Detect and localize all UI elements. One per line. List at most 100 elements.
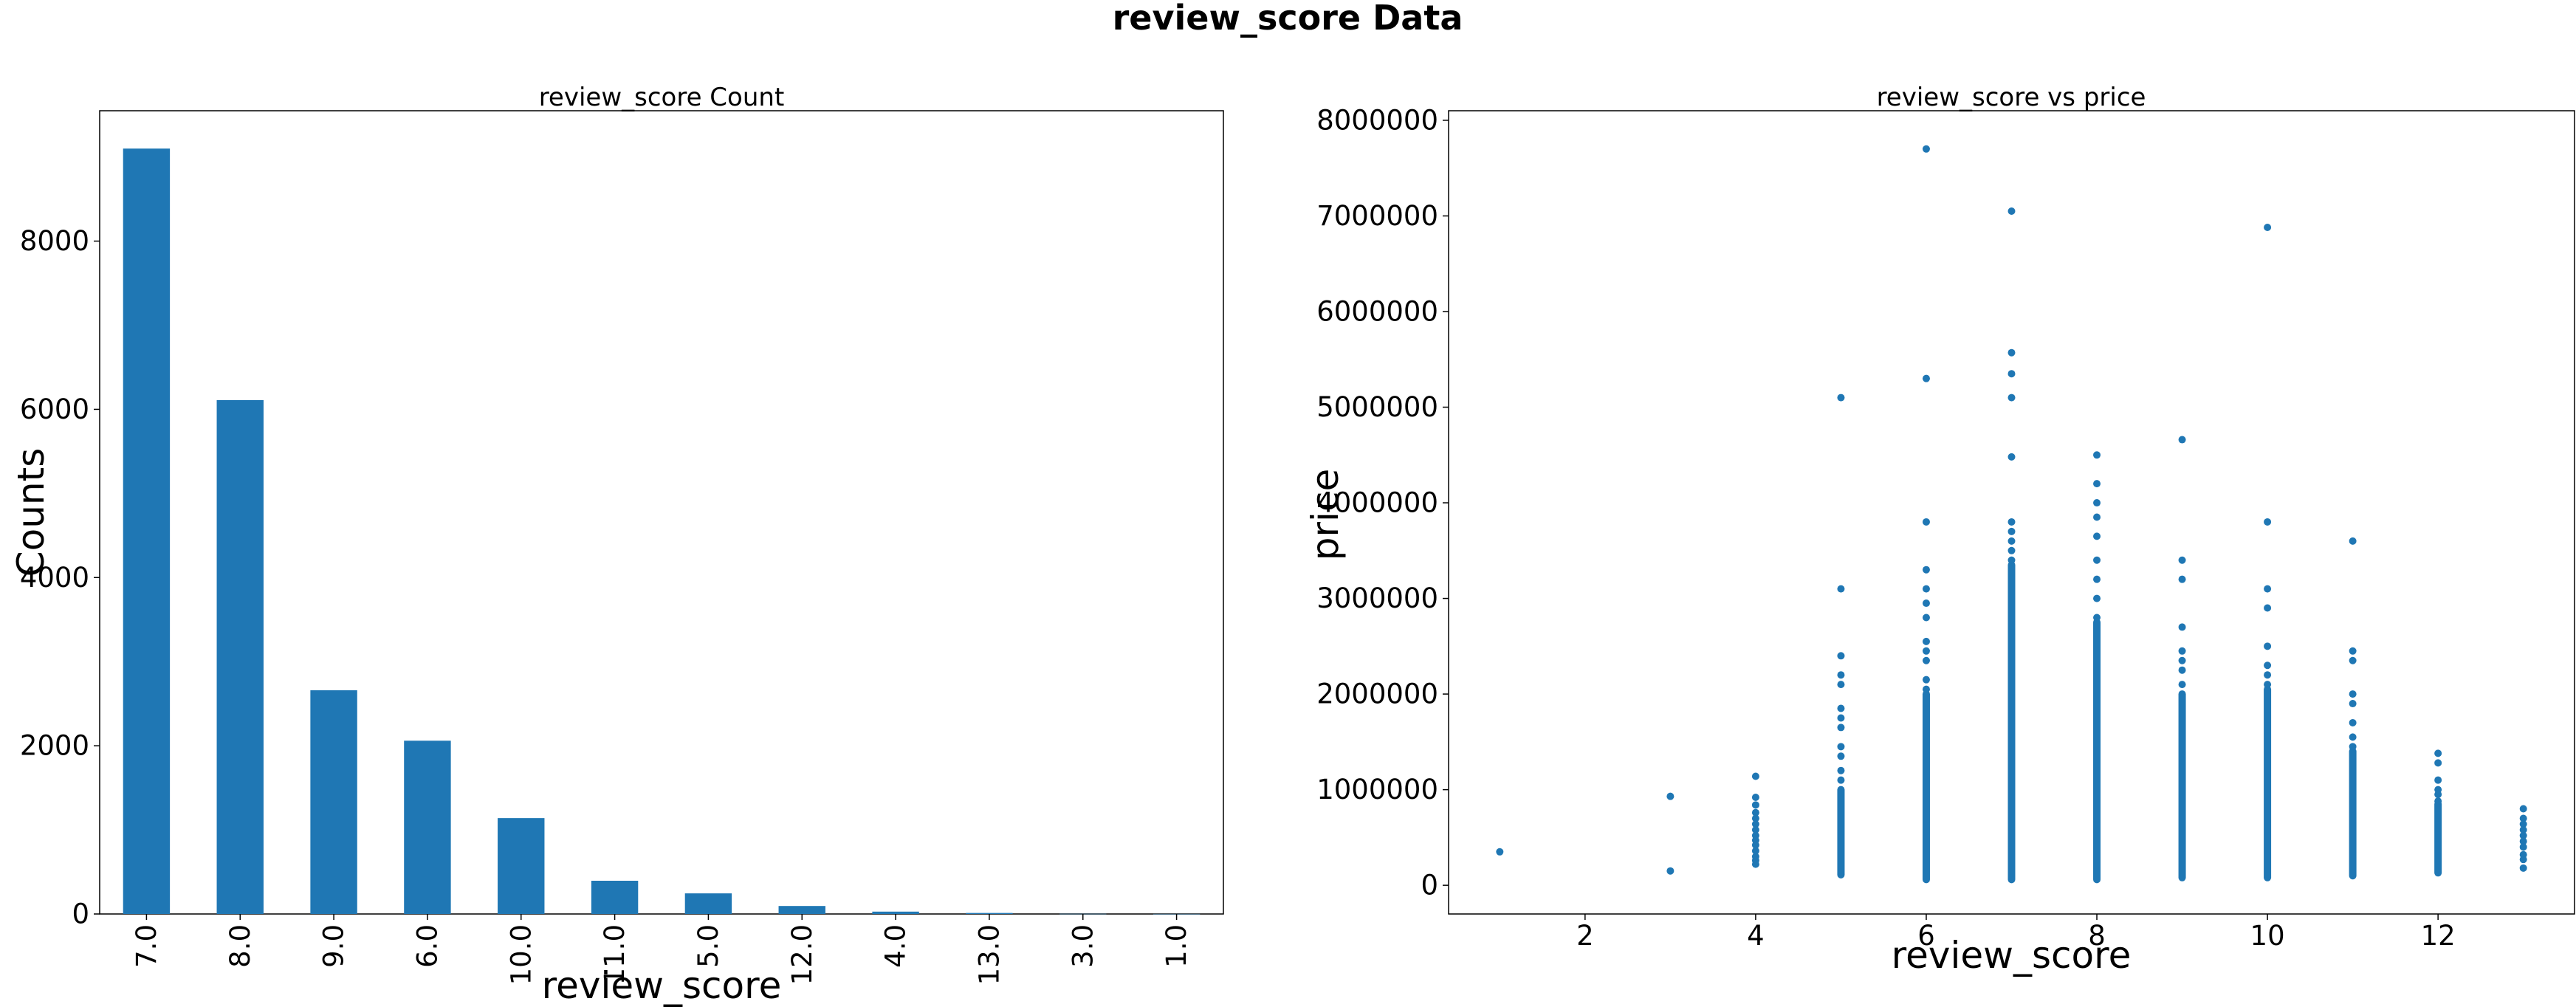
bar-y-ticks: 0 2000 4000 6000 8000	[20, 225, 100, 930]
scatter-point	[1922, 656, 1930, 664]
scatter-point	[2093, 614, 2101, 622]
scatter-point	[2007, 518, 2016, 526]
bar-chart-ylabel: Counts	[10, 448, 52, 577]
scatter-point-column	[1922, 690, 1930, 884]
scatter-point	[1751, 772, 1759, 780]
scatter-x-tick-label: 10	[2250, 920, 2285, 952]
bar-chart-title: review_score Count	[539, 83, 785, 112]
scatter-point	[2178, 575, 2186, 583]
scatter-point	[2264, 681, 2272, 689]
scatter-x-ticks: 2 4 6 8 10 12	[1576, 914, 2456, 952]
scatter-point	[2007, 393, 2016, 402]
scatter-point	[2093, 451, 2101, 459]
bar-y-tick-label: 0	[72, 898, 89, 930]
scatter-chart-frame	[1448, 110, 2575, 915]
bar-x-tick-label: 4.0	[880, 924, 912, 968]
scatter-point	[2178, 623, 2186, 631]
scatter-y-ticks: 0 1000000 2000000 3000000 4000000 5000000 6000…	[1316, 104, 1449, 901]
scatter-point	[2519, 837, 2527, 845]
scatter-point	[1751, 793, 1759, 801]
bar	[123, 148, 171, 915]
scatter-point	[1751, 826, 1759, 834]
scatter-point	[1922, 518, 1930, 526]
scatter-point	[1837, 776, 1845, 784]
scatter-point	[1751, 801, 1759, 809]
bar-bars	[123, 148, 1201, 915]
scatter-point-column	[2007, 561, 2016, 884]
scatter-x-tick-label: 12	[2421, 920, 2456, 952]
scatter-point	[2264, 661, 2272, 670]
bar-chart: review_score Count 0 2000 4000 6000 8000 7.0…	[10, 83, 1224, 1007]
bar-chart-frame	[99, 110, 1224, 915]
scatter-point	[1751, 814, 1759, 822]
scatter-point	[1922, 566, 1930, 574]
scatter-point	[2007, 207, 2016, 215]
scatter-point-column	[1837, 786, 1845, 879]
scatter-y-tick-label: 1000000	[1316, 774, 1438, 805]
scatter-point	[1751, 860, 1759, 868]
scatter-point	[1751, 847, 1759, 855]
scatter-point	[2093, 513, 2101, 521]
bar-x-tick-label: 12.0	[786, 924, 818, 985]
bar-x-tick-label: 9.0	[318, 924, 350, 968]
scatter-point	[2264, 518, 2272, 526]
scatter-x-tick-label: 4	[1747, 920, 1765, 952]
scatter-point	[1837, 671, 1845, 679]
scatter-point	[2349, 690, 2357, 698]
scatter-point	[2007, 370, 2016, 378]
scatter-point	[2519, 831, 2527, 839]
scatter-y-tick-label: 3000000	[1316, 582, 1438, 614]
scatter-point	[2519, 843, 2527, 851]
scatter-point-column	[2093, 618, 2101, 884]
scatter-point	[2093, 480, 2101, 488]
scatter-point	[1666, 792, 1675, 800]
scatter-point	[1751, 841, 1759, 849]
scatter-point	[1751, 808, 1759, 817]
scatter-point	[2178, 666, 2186, 674]
scatter-point-column	[2178, 690, 2186, 881]
scatter-y-tick-label: 2000000	[1316, 678, 1438, 710]
bar	[872, 911, 919, 914]
bar	[310, 690, 357, 914]
scatter-point	[1837, 743, 1845, 751]
scatter-point	[2434, 776, 2442, 784]
bar-y-tick-label: 4000	[20, 562, 89, 594]
scatter-point	[1666, 867, 1675, 875]
scatter-point	[1837, 766, 1845, 774]
scatter-point	[2178, 556, 2186, 564]
scatter-x-tick-label: 2	[1576, 920, 1594, 952]
bar-y-tick-label: 6000	[20, 393, 89, 425]
scatter-point	[2007, 453, 2016, 461]
scatter-point	[2093, 556, 2101, 564]
bar-x-tick-label: 11.0	[599, 924, 631, 985]
scatter-chart-title: review_score vs price	[1877, 83, 2146, 112]
bar-x-tick-label: 6.0	[411, 924, 443, 968]
scatter-point	[2178, 436, 2186, 444]
scatter-point	[2264, 604, 2272, 612]
scatter-point	[2349, 647, 2357, 655]
bar-x-ticks: 7.0 8.0 9.0 6.0 10.0 11.0 5.0 12.0 4.0 13.0 3.0 1.0	[131, 914, 1192, 985]
scatter-chart-xlabel: review_score	[1892, 934, 2132, 977]
bar	[684, 893, 732, 914]
scatter-x-tick-label: 8	[2088, 920, 2106, 952]
scatter-point	[1922, 676, 1930, 684]
scatter-y-tick-label: 5000000	[1316, 391, 1438, 423]
scatter-point	[2349, 743, 2357, 751]
scatter-point	[2007, 556, 2016, 564]
scatter-y-tick-label: 0	[1421, 870, 1438, 901]
scatter-point	[1922, 145, 1930, 153]
scatter-point	[1837, 585, 1845, 593]
scatter-point	[2007, 527, 2016, 535]
scatter-y-tick-label: 8000000	[1316, 104, 1438, 136]
scatter-point	[2264, 671, 2272, 679]
scatter-point	[2178, 656, 2186, 664]
scatter-point	[1837, 714, 1845, 722]
scatter-point	[2093, 532, 2101, 540]
bar	[216, 399, 264, 914]
scatter-point	[2349, 733, 2357, 741]
scatter-point	[1837, 681, 1845, 689]
figure-title: review_score Data	[1113, 0, 1463, 38]
scatter-point	[1922, 614, 1930, 622]
scatter-y-tick-label: 4000000	[1316, 487, 1438, 519]
